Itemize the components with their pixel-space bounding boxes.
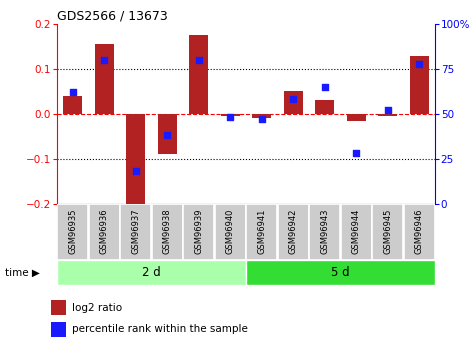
- Bar: [315, 100, 334, 114]
- Point: [352, 150, 360, 156]
- Text: GSM96944: GSM96944: [352, 208, 361, 254]
- Point: [132, 168, 140, 174]
- Text: GSM96938: GSM96938: [163, 208, 172, 254]
- Bar: [410, 56, 429, 114]
- Text: GSM96946: GSM96946: [415, 208, 424, 254]
- Bar: [189, 36, 208, 114]
- Text: GSM96937: GSM96937: [131, 208, 140, 254]
- Bar: [88, 204, 120, 260]
- Text: percentile rank within the sample: percentile rank within the sample: [72, 325, 248, 334]
- Text: GSM96941: GSM96941: [257, 208, 266, 254]
- Point: [163, 132, 171, 138]
- Text: GDS2566 / 13673: GDS2566 / 13673: [57, 10, 167, 23]
- Bar: [378, 114, 397, 116]
- Point: [69, 90, 76, 95]
- Bar: [120, 204, 151, 260]
- Bar: [309, 204, 340, 260]
- Point: [258, 117, 265, 122]
- Point: [227, 115, 234, 120]
- Point: [100, 57, 108, 63]
- Bar: [52, 322, 66, 337]
- Bar: [221, 114, 240, 116]
- Text: log2 ratio: log2 ratio: [72, 303, 123, 313]
- Text: GSM96945: GSM96945: [383, 208, 393, 254]
- Point: [289, 97, 297, 102]
- Bar: [404, 204, 435, 260]
- Text: 2 d: 2 d: [142, 266, 161, 279]
- Bar: [341, 204, 372, 260]
- Bar: [284, 91, 303, 114]
- Text: GSM96936: GSM96936: [99, 208, 109, 254]
- Bar: [52, 300, 66, 315]
- Bar: [347, 114, 366, 121]
- Text: 5 d: 5 d: [331, 266, 350, 279]
- Bar: [126, 114, 145, 208]
- Bar: [57, 260, 246, 285]
- Text: GSM96935: GSM96935: [68, 208, 77, 254]
- Bar: [95, 45, 114, 114]
- Bar: [278, 204, 309, 260]
- Text: GSM96943: GSM96943: [320, 208, 329, 254]
- Bar: [246, 260, 435, 285]
- Point: [321, 84, 329, 90]
- Bar: [215, 204, 245, 260]
- Bar: [152, 204, 183, 260]
- Bar: [252, 114, 271, 118]
- Point: [195, 57, 202, 63]
- Bar: [63, 96, 82, 114]
- Text: GSM96939: GSM96939: [194, 208, 203, 254]
- Bar: [183, 204, 214, 260]
- Bar: [57, 204, 88, 260]
- Bar: [246, 204, 277, 260]
- Text: GSM96942: GSM96942: [289, 208, 298, 254]
- Text: GSM96940: GSM96940: [226, 208, 235, 254]
- Point: [384, 108, 392, 113]
- Point: [416, 61, 423, 66]
- Bar: [372, 204, 403, 260]
- Text: time ▶: time ▶: [5, 268, 40, 277]
- Bar: [158, 114, 176, 154]
